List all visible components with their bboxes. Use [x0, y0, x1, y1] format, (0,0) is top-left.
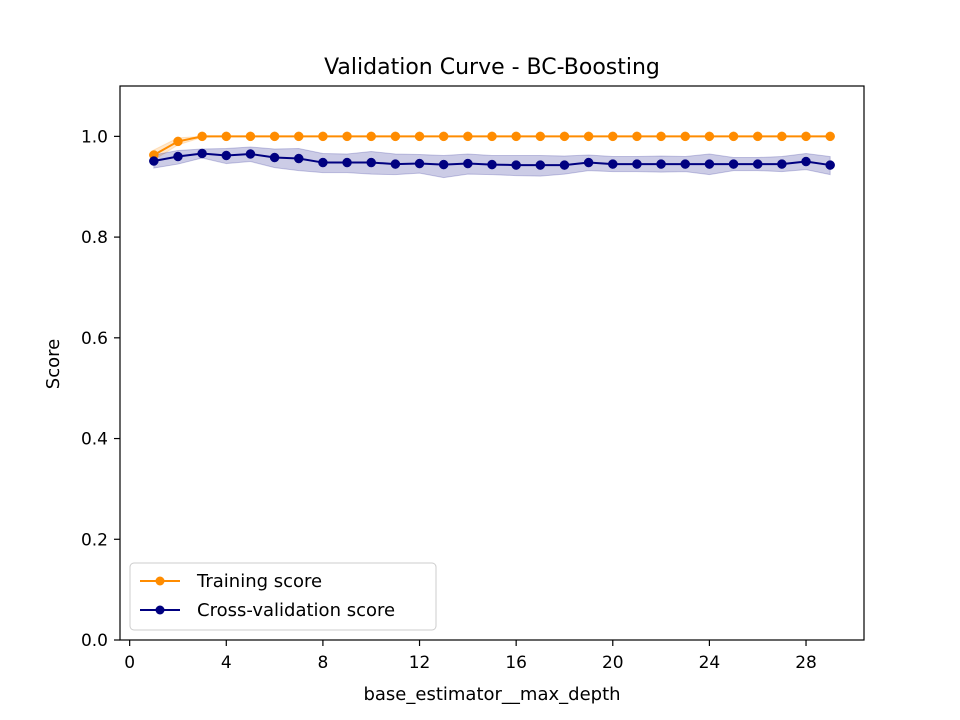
data-point-training: [559, 131, 570, 142]
data-point-cross-validation: [583, 157, 594, 168]
data-point-cross-validation: [656, 159, 666, 169]
data-point-cross-validation: [245, 149, 256, 159]
x-tick-label: 16: [505, 653, 527, 673]
legend-box: [129, 562, 437, 631]
data-point-training: [487, 131, 497, 142]
data-point-training: [825, 131, 835, 142]
y-tick-label: 0.6: [81, 329, 108, 349]
data-point-training: [294, 131, 304, 142]
data-point-training: [438, 131, 449, 142]
plot-area: 0 4 8 12 16 20 24 28 0.0 0.2 0.4 0.6 0.8 1.0: [81, 85, 865, 673]
data-point-cross-validation: [825, 160, 835, 170]
data-point-training: [366, 131, 376, 142]
data-point-training: [752, 131, 763, 142]
data-point-cross-validation: [777, 159, 787, 169]
chart-title: Validation Curve - BC-Boosting: [324, 55, 660, 80]
y-tick-label: 0.8: [81, 228, 108, 248]
data-point-cross-validation: [535, 160, 546, 170]
x-axis-label: base_estimator__max_depth: [363, 684, 620, 705]
data-point-cross-validation: [704, 159, 715, 169]
data-point-cross-validation: [752, 159, 763, 169]
data-point-training: [221, 131, 232, 142]
data-point-cross-validation: [438, 159, 449, 170]
data-point-training: [245, 131, 256, 142]
x-tick-label: 4: [221, 653, 232, 673]
data-point-cross-validation: [487, 159, 497, 170]
data-point-training: [680, 131, 690, 142]
data-point-cross-validation: [414, 158, 425, 169]
data-point-cross-validation: [728, 159, 739, 169]
data-point-cross-validation: [366, 157, 376, 168]
axes-frame: [119, 85, 865, 641]
y-tick-label: 0.2: [81, 530, 108, 550]
data-point-cross-validation: [390, 159, 401, 169]
data-point-training: [583, 131, 594, 142]
data-point-training: [656, 131, 666, 142]
data-point-cross-validation: [801, 156, 811, 167]
x-tick-label: 8: [317, 653, 328, 673]
x-tick-label: 20: [602, 653, 624, 673]
legend-marker-cross-validation: [155, 605, 165, 615]
data-point-training: [173, 136, 183, 147]
data-point-training: [535, 131, 546, 142]
x-tick-label: 0: [124, 653, 135, 673]
data-point-cross-validation: [680, 159, 690, 169]
data-point-training: [511, 131, 521, 142]
data-point-training: [777, 131, 787, 142]
legend: Training score Cross-validation score: [129, 562, 437, 631]
data-point-cross-validation: [511, 160, 521, 170]
data-point-training: [704, 131, 715, 142]
data-point-cross-validation: [294, 153, 304, 164]
x-tick-label: 28: [795, 653, 817, 673]
data-point-training: [632, 131, 642, 142]
data-point-cross-validation: [559, 160, 570, 170]
y-tick-label: 0.4: [81, 430, 108, 450]
data-point-training: [269, 131, 280, 142]
data-point-training: [463, 131, 473, 142]
data-point-training: [390, 131, 401, 142]
data-point-training: [318, 131, 328, 142]
data-point-cross-validation: [608, 159, 618, 169]
data-point-cross-validation: [197, 148, 207, 159]
legend-marker-training: [155, 576, 165, 586]
data-point-cross-validation: [269, 152, 280, 163]
data-point-training: [342, 131, 352, 142]
data-point-cross-validation: [632, 159, 642, 169]
data-point-cross-validation: [173, 151, 183, 162]
data-point-training: [608, 131, 618, 142]
data-point-training: [801, 131, 811, 142]
data-point-cross-validation: [221, 150, 232, 161]
y-tick-label: 1.0: [81, 127, 108, 147]
x-tick-label: 24: [699, 653, 721, 673]
data-point-cross-validation: [463, 158, 473, 169]
y-axis-label: Score: [43, 339, 64, 389]
data-point-cross-validation: [318, 157, 328, 168]
data-point-training: [728, 131, 739, 142]
data-point-cross-validation: [342, 157, 352, 168]
x-tick-label: 12: [409, 653, 431, 673]
y-tick-label: 0.0: [81, 631, 108, 651]
legend-label-training: Training score: [196, 571, 322, 592]
legend-label-cross-validation: Cross-validation score: [197, 600, 395, 621]
data-point-training: [197, 131, 207, 142]
data-point-training: [414, 131, 425, 142]
data-point-cross-validation: [149, 156, 159, 166]
